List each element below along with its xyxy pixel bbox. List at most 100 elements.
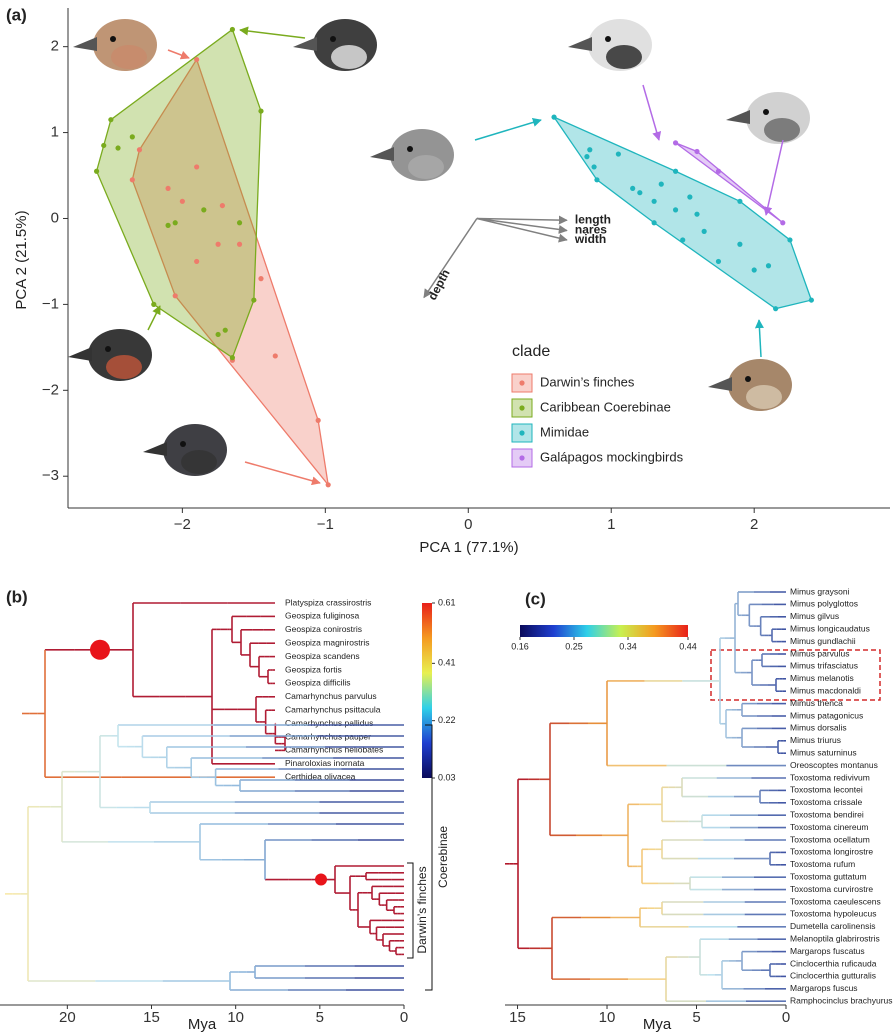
colorbar-tick-label: 0.41: [438, 658, 456, 668]
bird-throat: [111, 45, 147, 69]
legend-dot: [519, 380, 525, 386]
colorbar-tick-label: 0.03: [438, 772, 456, 782]
panel-label: (b): [6, 587, 28, 606]
tip-label: Toxostoma hypoleucus: [790, 909, 876, 919]
tip-label: Certhidea olivacea: [285, 771, 356, 781]
y-tick-label: 0: [51, 209, 59, 226]
bird-eye: [605, 36, 611, 42]
data-point: [672, 168, 679, 174]
node-marker: [90, 639, 110, 660]
tip-label: Mimus trifasciatus: [790, 661, 858, 671]
data-point: [215, 241, 221, 247]
colorbar-tick-label: 0.25: [565, 641, 583, 651]
tip-label: Dumetella carolinensis: [790, 921, 876, 931]
x-tick-label: 15: [143, 1009, 160, 1026]
data-point: [165, 185, 171, 192]
data-point: [129, 177, 135, 183]
x-tick-label: −1: [317, 516, 334, 533]
tip-label: Toxostoma ocellatum: [790, 834, 870, 844]
tip-label: Geospiza conirostris: [285, 624, 362, 634]
tip-label: Toxostoma caeulescens: [790, 896, 881, 906]
bird-throat: [181, 450, 217, 474]
legend-title: clade: [512, 343, 550, 360]
bird-eye: [745, 376, 751, 382]
tip-label: Toxostoma longirostre: [790, 847, 873, 857]
data-point: [258, 108, 264, 114]
colorbar-tick-label: 0.61: [438, 597, 456, 607]
y-tick-label: 2: [51, 38, 59, 55]
tip-label: Geospiza scandens: [285, 651, 360, 661]
data-point: [251, 297, 257, 303]
bird-beak: [370, 147, 394, 161]
data-point: [93, 168, 100, 174]
data-point: [315, 417, 321, 423]
tip-label: Mimus longicaudatus: [790, 623, 870, 633]
tip-label: Mimus gundlachii: [790, 636, 856, 646]
data-point: [151, 301, 157, 307]
tip-label: Mimus patagonicus: [790, 710, 863, 720]
bird-eye: [763, 109, 769, 115]
x-tick-label: 20: [59, 1009, 76, 1026]
clade-hull: [675, 142, 784, 224]
data-point: [108, 117, 114, 123]
loading-arrow: [476, 217, 568, 243]
data-point: [165, 222, 171, 228]
legend-label: Darwin’s finches: [540, 374, 635, 389]
data-point: [229, 26, 235, 33]
data-point: [687, 194, 693, 200]
data-point: [172, 293, 178, 299]
tip-label: Mimus polyglottos: [790, 599, 858, 609]
data-point: [637, 190, 643, 196]
data-point: [236, 241, 243, 247]
legend-label: Galápagos mockingbirds: [540, 449, 684, 464]
loading-arrow: [423, 218, 478, 299]
data-point: [129, 134, 135, 140]
bird-beak: [726, 110, 750, 124]
data-point: [594, 177, 600, 183]
tip-label: Mimus macdonaldi: [790, 685, 861, 695]
colorbar-tick-label: 0.44: [679, 641, 697, 651]
clade-bracket: [425, 724, 433, 991]
tip-label: Ramphocinclus brachyurus: [790, 995, 893, 1005]
y-tick-label: 1: [51, 124, 59, 141]
x-tick-label: 1: [607, 516, 615, 533]
pointer-arrows: [147, 26, 784, 486]
data-point: [115, 145, 121, 151]
tip-label: Camarhynchus psittacula: [285, 704, 381, 714]
data-point: [765, 263, 772, 269]
data-point: [630, 185, 636, 192]
legend-dot: [519, 430, 525, 436]
data-point: [215, 331, 221, 338]
bird-throat: [106, 355, 142, 379]
tip-label: Toxostoma crissale: [790, 797, 863, 807]
tip-label: Geospiza magnirostris: [285, 637, 370, 647]
data-point: [787, 237, 793, 243]
x-axis-label: Mya: [188, 1016, 217, 1033]
x-axis-label: PCA 1 (77.1%): [419, 539, 518, 556]
tip-label: Margarops fuscatus: [790, 946, 865, 956]
tip-label: Mimus gilvus: [790, 611, 839, 621]
data-point: [808, 297, 814, 303]
loading-label: depth: [425, 267, 453, 302]
x-tick-label: 2: [750, 516, 758, 533]
tip-label: Geospiza fortis: [285, 664, 342, 674]
tip-label: Geospiza fuliginosa: [285, 611, 359, 621]
bird-beak: [73, 37, 97, 51]
tip-label: Mimus saturninus: [790, 747, 857, 757]
tip-label: Cinclocerthia gutturalis: [790, 971, 876, 981]
bird-eye: [105, 346, 111, 352]
legend-dot: [519, 405, 525, 411]
bird-illustrations: [68, 19, 810, 476]
tip-label: Cinclocerthia ruficauda: [790, 958, 877, 968]
data-point: [272, 353, 278, 359]
x-tick-label: −2: [174, 516, 191, 533]
legend-dot: [519, 455, 525, 461]
tip-label: Mimus triurus: [790, 735, 841, 745]
bird-throat: [764, 118, 800, 142]
data-point: [229, 355, 235, 361]
data-point: [701, 228, 707, 234]
bird-eye: [330, 36, 336, 42]
bird-beak: [68, 347, 92, 361]
data-point: [651, 198, 657, 204]
data-point: [236, 220, 243, 226]
